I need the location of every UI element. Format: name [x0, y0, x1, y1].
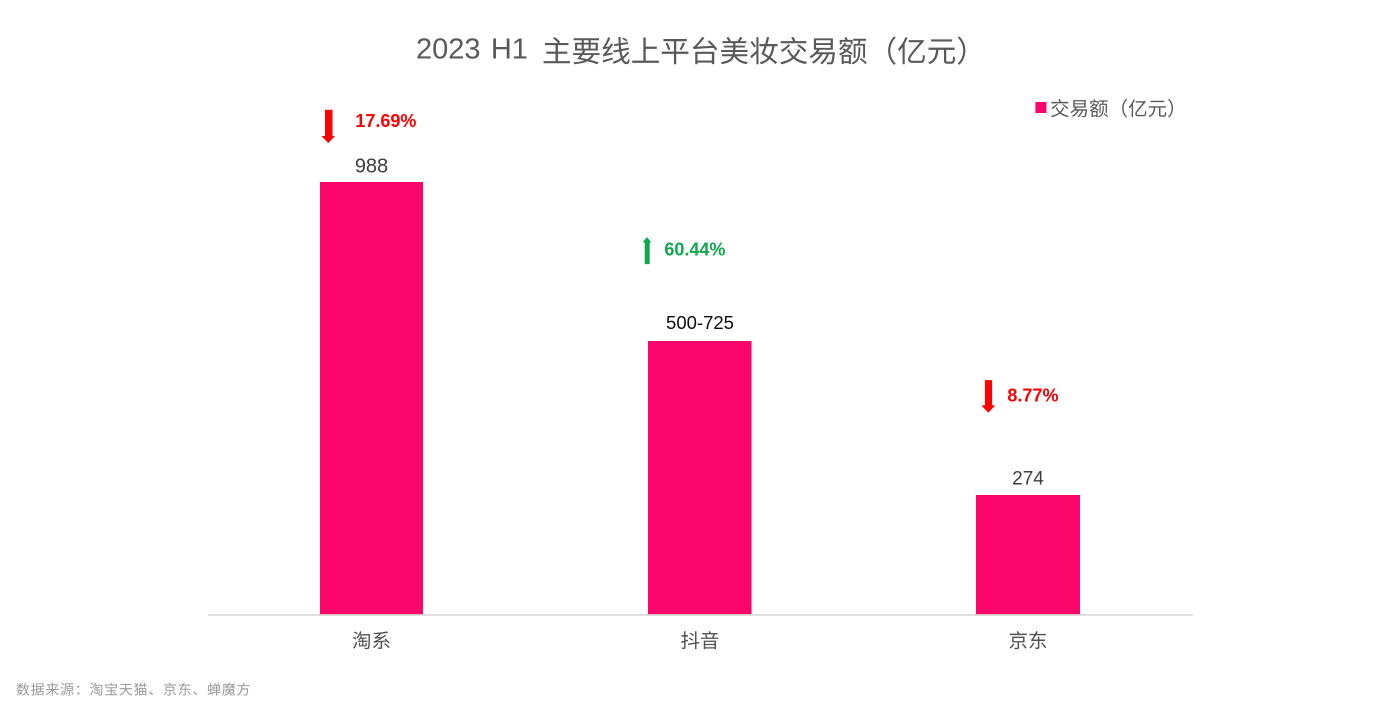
svg-text:8.77%: 8.77%: [1007, 386, 1058, 406]
svg-text:H1: H1: [491, 33, 528, 65]
svg-text:17.69%: 17.69%: [355, 111, 416, 131]
svg-text:500-725: 500-725: [666, 312, 734, 333]
svg-text:988: 988: [355, 156, 388, 178]
svg-text:60.44%: 60.44%: [664, 240, 725, 260]
svg-text:274: 274: [1012, 468, 1044, 489]
svg-text:2023: 2023: [416, 33, 481, 65]
